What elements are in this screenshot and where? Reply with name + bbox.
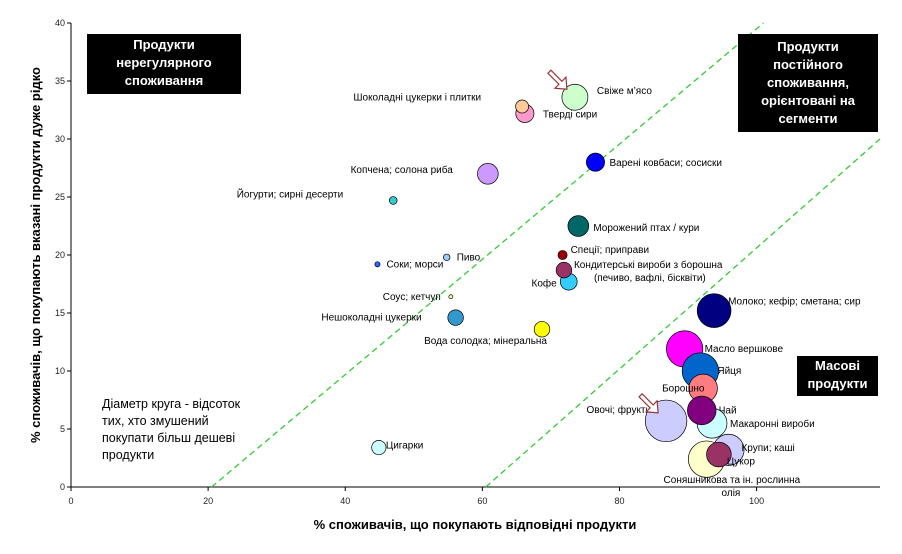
y-tick-label: 30	[55, 134, 65, 144]
point-label-line: Кондитерські вироби з борошна	[574, 259, 723, 271]
point-label: Спеції; приправи	[571, 245, 649, 256]
point-label: Нешоколадні цукерки	[321, 313, 421, 324]
data-bubble	[447, 309, 464, 326]
y-tick-label: 0	[60, 482, 65, 492]
x-axis-title: % споживачів, що покупають відповідні пр…	[314, 517, 637, 532]
highlight-arrow	[547, 69, 568, 90]
y-tick-label: 25	[55, 192, 65, 202]
point-label: Вода солодка; мінеральна	[424, 336, 547, 347]
point-label: Кофе	[532, 278, 558, 290]
y-tick-label: 15	[55, 308, 65, 318]
data-bubble	[533, 321, 551, 338]
point-label: Пиво	[457, 252, 481, 263]
x-tick-label: 60	[477, 496, 487, 506]
data-bubble	[561, 83, 589, 111]
point-label: Цигарки	[386, 441, 424, 452]
data-bubble	[555, 261, 573, 279]
bubble-size-note: Діаметр круга - відсоток тих, хто змушен…	[102, 397, 241, 462]
data-bubble	[706, 441, 732, 468]
y-tick-label: 10	[55, 366, 65, 376]
point-label: Яйця	[717, 366, 741, 377]
highlight-arrow	[638, 393, 659, 414]
data-bubble	[443, 253, 451, 261]
data-bubble	[371, 440, 387, 456]
point-label: Масло вершкове	[705, 344, 784, 355]
point-label: Варені ковбаси; сосиски	[609, 157, 722, 169]
point-label: Кондитерські вироби з борошна (печиво, ва…	[574, 259, 723, 284]
y-tick-label: 40	[55, 18, 65, 28]
x-tick-label: 0	[68, 496, 73, 506]
data-bubble	[696, 293, 732, 328]
point-label: Шоколадні цукерки і плитки	[353, 93, 481, 104]
segment-box-mass: Масові продукти	[797, 356, 878, 396]
segment-boundary-line	[485, 138, 881, 488]
point-label: Тверді сири	[543, 109, 597, 120]
point-label-line: олія	[722, 488, 741, 499]
data-bubble	[586, 152, 605, 172]
y-tick-label: 5	[60, 424, 65, 434]
segment-box-regular: Продукти постійного споживання, орієнтов…	[738, 34, 878, 132]
data-bubble	[687, 395, 717, 426]
data-bubble	[515, 99, 529, 114]
x-tick-label: 20	[203, 496, 213, 506]
point-label: Йогурти; сирні десерти	[237, 187, 343, 200]
point-label-line: (печиво, вафлі, бісквіти)	[594, 272, 706, 284]
point-label: Свіже м’ясо	[597, 86, 652, 97]
point-label: Макаронні вироби	[730, 418, 815, 430]
data-bubble	[557, 250, 568, 260]
x-tick-label: 80	[614, 496, 624, 506]
x-tick-label: 100	[749, 496, 764, 506]
y-axis-title: % споживачів, що покупають вказані проду…	[28, 67, 43, 443]
point-label: Борошно	[662, 383, 705, 394]
point-label: Чай	[719, 405, 737, 416]
point-label: Овочі; фрукти	[586, 404, 651, 416]
point-label: Соняшникова та ін. рослинна олія	[664, 475, 801, 499]
data-bubble	[374, 261, 381, 268]
point-label: Соус; кетчуп	[383, 292, 441, 303]
point-label: Копчена; солона риба	[351, 164, 454, 176]
data-bubble	[477, 163, 499, 185]
point-label: Молоко; кефір; сметана; сир	[728, 296, 861, 308]
y-tick-label: 20	[55, 250, 65, 260]
segment-boundary-line	[211, 22, 764, 488]
x-tick-label: 40	[340, 496, 350, 506]
point-label: Цукор	[727, 457, 755, 468]
point-label: Крупи; каші	[741, 443, 794, 454]
data-bubble	[388, 196, 398, 205]
segment-box-irregular: Продукти нерегулярного споживання	[87, 34, 241, 94]
point-label: Морожений птах / кури	[593, 223, 699, 234]
point-label-line: Соняшникова та ін. рослинна	[664, 475, 801, 486]
y-tick-label: 35	[55, 76, 65, 86]
data-bubble	[567, 215, 590, 237]
data-bubble	[448, 294, 454, 300]
point-label: Соки; морси	[386, 259, 443, 270]
